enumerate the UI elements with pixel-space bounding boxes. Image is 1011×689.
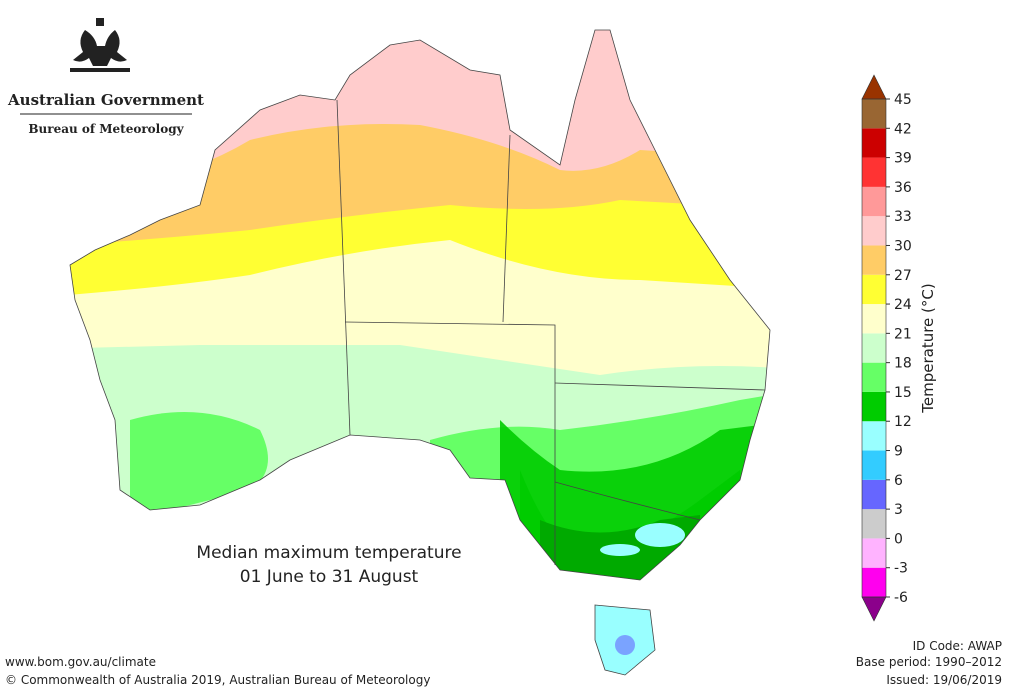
issued: Issued: 19/06/2019 bbox=[886, 673, 1002, 687]
color-bin bbox=[862, 245, 886, 275]
color-bin bbox=[862, 391, 886, 422]
tick-label: 42 bbox=[894, 121, 912, 137]
color-bin bbox=[862, 304, 886, 334]
color-bin bbox=[862, 128, 886, 158]
color-bin bbox=[862, 450, 886, 480]
color-bin bbox=[862, 362, 886, 392]
tick-label: 39 bbox=[894, 151, 912, 167]
color-bin bbox=[862, 186, 886, 217]
legend-label: Temperature (°C) bbox=[919, 283, 937, 413]
crest bbox=[70, 18, 130, 72]
tick-label: 21 bbox=[894, 326, 912, 342]
color-bin bbox=[862, 567, 886, 597]
color-bin bbox=[862, 333, 886, 363]
color-bin bbox=[862, 157, 886, 187]
colorbar-frame bbox=[861, 98, 887, 598]
color-bin bbox=[862, 421, 886, 451]
tick-label: 30 bbox=[894, 238, 912, 254]
color-bin bbox=[862, 479, 886, 510]
map-title: Median maximum temperature bbox=[196, 543, 461, 563]
tick-label: 27 bbox=[894, 268, 912, 284]
over-triangle bbox=[861, 74, 887, 100]
color-bin bbox=[862, 274, 886, 305]
id-code: ID Code: AWAP bbox=[913, 639, 1002, 653]
color-bin bbox=[862, 509, 886, 539]
tick-label: -6 bbox=[894, 590, 908, 606]
tick-label: 36 bbox=[894, 180, 912, 196]
tick-label: 0 bbox=[894, 531, 903, 547]
website: www.bom.gov.au/climate bbox=[5, 655, 156, 669]
map-period: 01 June to 31 August bbox=[240, 567, 419, 587]
tick-label: 24 bbox=[894, 297, 912, 313]
copyright: © Commonwealth of Australia 2019, Austra… bbox=[5, 673, 430, 687]
color-bin bbox=[862, 99, 886, 129]
tick-label: 18 bbox=[894, 356, 912, 372]
state-borders bbox=[336, 99, 766, 565]
tick-label: 9 bbox=[894, 444, 903, 460]
agency-name: Bureau of Meteorology bbox=[28, 122, 184, 136]
base-period: Base period: 1990–2012 bbox=[856, 655, 1002, 669]
color-bin bbox=[862, 538, 886, 568]
tick-label: -3 bbox=[894, 561, 908, 577]
tick-label: 6 bbox=[894, 473, 903, 489]
tick-label: 3 bbox=[894, 502, 903, 518]
government-name: Australian Government bbox=[7, 91, 204, 109]
tick-label: 15 bbox=[894, 385, 912, 401]
tick-label: 45 bbox=[894, 92, 912, 108]
color-bin bbox=[862, 216, 886, 246]
tick-label: 12 bbox=[894, 414, 912, 430]
tick-label: 33 bbox=[894, 209, 912, 225]
under-triangle bbox=[861, 596, 887, 622]
